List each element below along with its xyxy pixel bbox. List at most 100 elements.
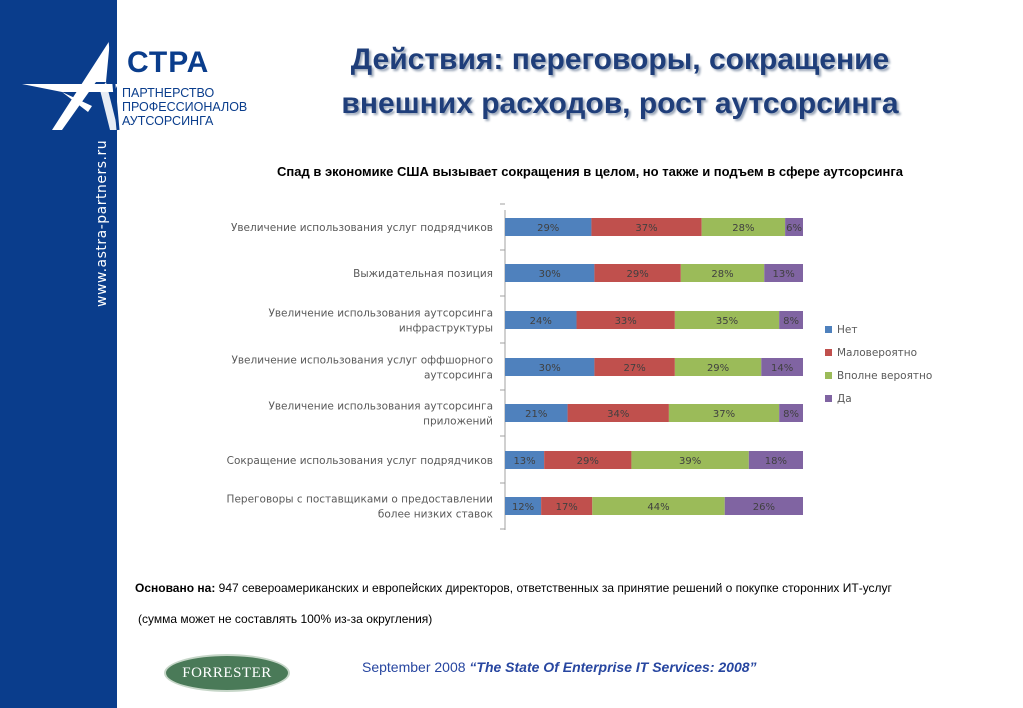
category-label-line: Увеличение использования аутсорсинга (268, 308, 493, 320)
category-label: Выжидательная позиция (353, 268, 493, 280)
data-label: 39% (679, 456, 701, 467)
category-label-line: Выжидательная позиция (353, 268, 493, 280)
data-label: 44% (647, 502, 669, 513)
data-label: 35% (716, 316, 738, 327)
footnote-prefix: Основано на: (135, 581, 216, 595)
legend-label: Вполне вероятно (837, 370, 932, 382)
legend-swatch (825, 395, 832, 402)
footnote-note: (сумма может не составлять 100% из-за ок… (138, 612, 433, 626)
legend-label: Нет (837, 324, 857, 336)
bar-segment (505, 264, 595, 282)
category-label-line: Увеличение использования аутсорсинга (268, 401, 493, 413)
data-label: 13% (513, 456, 535, 467)
data-label: 37% (713, 409, 735, 420)
bar-segment (505, 358, 595, 376)
data-label: 26% (753, 502, 775, 513)
chart-subtitle: Спад в экономике США вызывает сокращения… (277, 164, 903, 179)
bar-segment (674, 358, 762, 376)
category-label-line: более низких ставок (378, 509, 493, 521)
source-date: September 2008 (362, 659, 470, 675)
page-title: Действия: переговоры, сокращение внешних… (280, 38, 960, 126)
bar-segment (505, 497, 542, 515)
logo-word: СТРА (127, 46, 210, 79)
legend-label: Маловероятно (837, 347, 917, 359)
footnote-line: Основано на: 947 североамериканских и ев… (135, 581, 892, 595)
legend-swatch (825, 349, 832, 356)
forrester-logo: FORRESTER (164, 654, 290, 692)
data-label: 30% (539, 269, 561, 280)
data-label: 28% (732, 223, 754, 234)
data-label: 6% (786, 223, 802, 234)
bar-segment (680, 264, 765, 282)
bar-segment (541, 497, 593, 515)
bar-segment (576, 311, 675, 329)
footnote-text: 947 североамериканских и европейских дир… (215, 581, 892, 595)
sidebar-url: www.astra-partners.ru (94, 139, 110, 307)
bar-segment (785, 218, 803, 236)
data-label: 18% (765, 456, 787, 467)
category-label: Увеличение использования аутсорсинга прил… (268, 401, 493, 428)
data-label: 30% (539, 363, 561, 374)
bar-segment (567, 404, 669, 422)
data-label: 29% (707, 363, 729, 374)
astra-logo-icon (22, 40, 120, 131)
category-label: Переговоры с поставщиками о предоставлен… (227, 494, 493, 521)
data-label: 33% (615, 316, 637, 327)
legend-swatch (825, 326, 832, 333)
data-label: 28% (711, 269, 733, 280)
data-label: 29% (537, 223, 559, 234)
category-label: Увеличение использования аутсорсинга инфр… (268, 308, 493, 335)
bar-segment (591, 218, 702, 236)
category-label-line: Увеличение использования услуг подрядчик… (231, 222, 493, 234)
category-label: Увеличение использования услуг подрядчик… (231, 222, 493, 234)
data-label: 24% (530, 316, 552, 327)
category-label-line: Переговоры с поставщиками о предоставлен… (227, 494, 493, 506)
bar-segment (779, 311, 803, 329)
bar-segment (779, 404, 803, 422)
bar-segment (592, 497, 725, 515)
legend-label: Да (837, 393, 852, 405)
bar-segment (505, 311, 577, 329)
data-label: 29% (626, 269, 648, 280)
data-label: 8% (783, 316, 799, 327)
logo-line-1: ПАРТНЕРСТВО (122, 86, 215, 100)
bar-segment (505, 451, 545, 469)
sidebar: www.astra-partners.ru (0, 0, 117, 708)
category-label-line: инфраструктуры (399, 323, 493, 335)
data-label: 17% (556, 502, 578, 513)
data-label: 29% (577, 456, 599, 467)
data-label: 14% (771, 363, 793, 374)
data-label: 21% (525, 409, 547, 420)
data-label: 13% (773, 269, 795, 280)
data-label: 12% (512, 502, 534, 513)
bar-segment (674, 311, 780, 329)
category-label-line: аутсорсинга (424, 370, 493, 382)
legend-swatch (825, 372, 832, 379)
bar-segment (505, 218, 592, 236)
title-line-1: Действия: переговоры, сокращение (350, 43, 890, 76)
bar-segment (668, 404, 780, 422)
logo-line-3: АУТСОРСИНГА (122, 114, 214, 128)
category-label: Увеличение использования услуг оффшорног… (231, 355, 493, 382)
category-label-line: Увеличение использования услуг оффшорног… (231, 355, 493, 367)
category-label-line: Сокращение использования услуг подрядчик… (227, 455, 493, 467)
bar-segment (701, 218, 786, 236)
logo-line-2: ПРОФЕССИОНАЛОВ (122, 100, 248, 114)
stacked-bar-chart: Увеличение использования услуг подрядчик… (227, 203, 932, 530)
bar-segment (761, 358, 803, 376)
bar-segment (631, 451, 749, 469)
source-report: “The State Of Enterprise IT Services: 20… (469, 659, 757, 675)
source-citation: September 2008 “The State Of Enterprise … (362, 659, 757, 675)
category-label: Сокращение использования услуг подрядчик… (227, 455, 493, 467)
bar-segment (505, 404, 568, 422)
bar-segment (594, 358, 675, 376)
bar-segment (748, 451, 803, 469)
data-label: 8% (783, 409, 799, 420)
bar-segment (764, 264, 803, 282)
category-label-line: приложений (423, 416, 493, 428)
data-label: 27% (624, 363, 646, 374)
bar-segment (544, 451, 632, 469)
title-line-2: внешних расходов, рост аутсорсинга (341, 87, 899, 120)
data-label: 37% (635, 223, 657, 234)
bar-segment (594, 264, 681, 282)
